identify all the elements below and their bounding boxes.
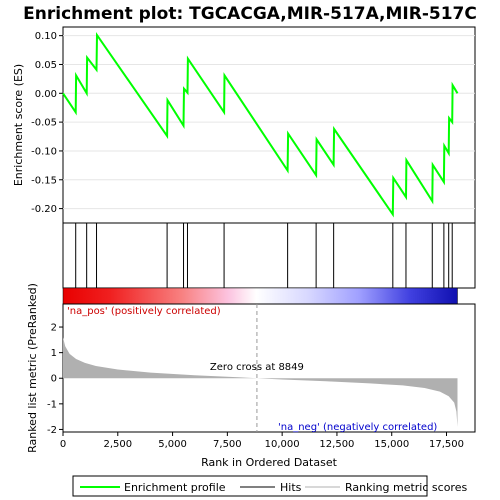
hits-panel-frame <box>62 222 476 289</box>
xtick-label: 17,500 <box>429 439 464 450</box>
es-ytick-label: -0.20 <box>31 204 57 215</box>
zero-cross-label: Zero cross at 8849 <box>210 362 304 373</box>
es-ytick-label: 0.00 <box>35 89 57 100</box>
es-axis-label: Enrichment score (ES) <box>12 64 25 186</box>
rank-ytick-label: 1 <box>51 348 57 359</box>
legend-enrichment-label: Enrichment profile <box>124 481 226 494</box>
rank-ytick-label: 2 <box>51 323 57 334</box>
es-ytick-label: 0.10 <box>35 31 57 42</box>
pos-correlated-label: 'na_pos' (positively correlated) <box>67 306 221 317</box>
enrichment-profile-line <box>62 31 459 218</box>
es-ytick-label: 0.05 <box>35 60 57 71</box>
xtick-label: 2,500 <box>103 439 132 450</box>
xtick-label: 5,000 <box>158 439 187 450</box>
legend-ranking-label: Ranking metric scores <box>345 481 467 494</box>
xtick-label: 12,500 <box>319 439 354 450</box>
x-axis-label: Rank in Ordered Dataset <box>201 456 338 469</box>
neg-correlated-label: 'na_neg' (negatively correlated) <box>278 422 437 433</box>
color-bar-strip <box>62 287 458 305</box>
rank-ytick-label: -2 <box>47 425 57 436</box>
rank-ytick-label: 0 <box>51 374 57 385</box>
chart-title: Enrichment plot: TGCACGA,MIR-517A,MIR-51… <box>23 4 477 24</box>
es-ytick-label: -0.10 <box>31 146 57 157</box>
rank-panel: 2 1 0 -1 -2 0 2,500 5,000 7,500 10,000 12,500 15,0… <box>47 303 476 450</box>
rank-panel-frame <box>62 303 476 433</box>
es-panel: 0.10 0.05 0.00 -0.05 -0.10 -0.15 -0.20 <box>31 26 476 224</box>
legend: Enrichment profile Hits Ranking metric s… <box>72 475 467 497</box>
es-ytick-label: -0.15 <box>31 175 57 186</box>
rank-color-bar <box>62 287 458 305</box>
legend-box <box>72 475 428 497</box>
legend-hits-label: Hits <box>280 481 302 494</box>
rank-axis-label: Ranked list metric (PreRanked) <box>26 283 39 453</box>
xtick-label: 0 <box>60 439 66 450</box>
es-panel-frame <box>62 26 476 224</box>
xtick-label: 10,000 <box>265 439 300 450</box>
ranking-metric-area <box>63 337 458 427</box>
xtick-label: 7,500 <box>213 439 242 450</box>
es-ytick-label: -0.05 <box>31 118 57 129</box>
rank-ytick-label: -1 <box>47 399 57 410</box>
hits-panel <box>62 222 476 289</box>
xtick-label: 15,000 <box>374 439 409 450</box>
